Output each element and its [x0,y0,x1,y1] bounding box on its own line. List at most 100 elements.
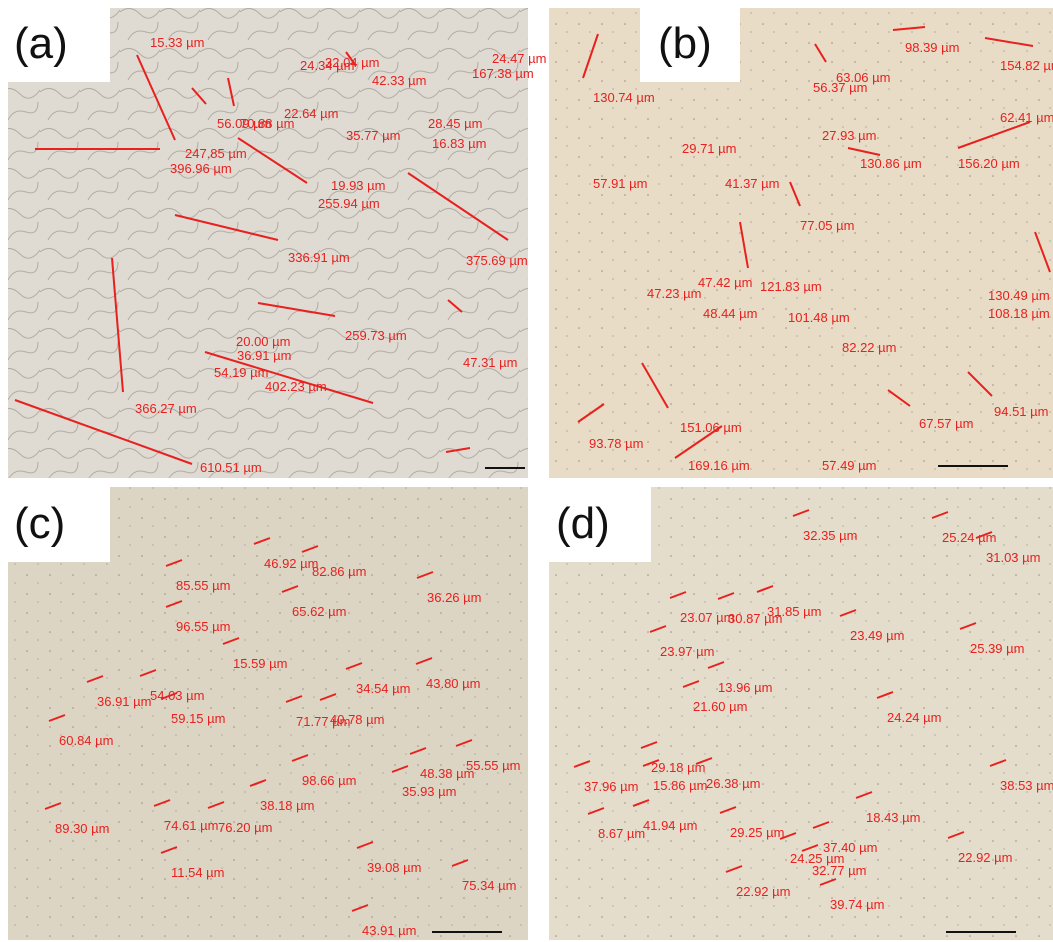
measurement-label: 24.47 µm [492,51,546,66]
measurement-label: 36.91 µm [97,694,151,709]
measurement-label: 101.48 µm [788,310,850,325]
measurement-label: 23.97 µm [660,644,714,659]
measurement-label: 8.67 µm [598,826,645,841]
measurement-label: 22.64 µm [284,106,338,121]
measurement-label: 32.35 µm [803,528,857,543]
measurement-label: 98.66 µm [302,773,356,788]
measurement-label: 47.42 µm [698,275,752,290]
panel-label: (d) [556,499,610,548]
measurement-label: 41.37 µm [725,176,779,191]
measurement-label: 15.59 µm [233,656,287,671]
measurement-label: 29.18 µm [651,760,705,775]
measurement-label: 11.54 µm [171,865,225,880]
measurement-label: 54.19 µm [214,365,268,380]
measurement-label: 154.82 µm [1000,58,1053,73]
measurement-label: 37.96 µm [584,779,638,794]
measurement-label: 36.26 µm [427,590,481,605]
figure: (a)15.33 µm24.34 µm32.04 µm42.33 µm24.47… [0,0,1053,942]
measurement-label: 82.22 µm [842,340,896,355]
measurement-label: 156.20 µm [958,156,1020,171]
measurement-label: 336.91 µm [288,250,350,265]
measurement-label: 41.94 µm [643,818,697,833]
measurement-label: 38.53 µm [1000,778,1053,793]
measurement-label: 26.38 µm [706,776,760,791]
measurement-label: 36.91 µm [237,348,291,363]
measurement-label: 43.91 µm [362,923,416,938]
measurement-label: 121.83 µm [760,279,822,294]
measurement-label: 15.33 µm [150,35,204,50]
measurement-label: 402.23 µm [265,379,327,394]
measurement-label: 108.18 µm [988,306,1050,321]
measurement-label: 47.31 µm [463,355,517,370]
measurement-label: 28.45 µm [428,116,482,131]
measurement-label: 23.49 µm [850,628,904,643]
measurement-label: 57.91 µm [593,176,647,191]
measurement-label: 396.96 µm [170,161,232,176]
measurement-label: 34.54 µm [356,681,410,696]
measurement-label: 255.94 µm [318,196,380,211]
measurement-label: 65.62 µm [292,604,346,619]
measurement-label: 55.55 µm [466,758,520,773]
panel-label: (b) [658,19,712,68]
measurement-label: 82.86 µm [312,564,366,579]
measurement-label: 35.77 µm [346,128,400,143]
measurement-label: 96.55 µm [176,619,230,634]
measurement-label: 29.25 µm [730,825,784,840]
panel-label: (a) [14,19,68,68]
measurement-label: 74.61 µm [164,818,218,833]
measurement-label: 93.78 µm [589,436,643,451]
measurement-label: 63.06 µm [836,70,890,85]
measurement-label: 43.80 µm [426,676,480,691]
measurement-label: 39.08 µm [367,860,421,875]
measurement-label: 89.30 µm [55,821,109,836]
measurement-label: 39.74 µm [830,897,884,912]
measurement-label: 32.77 µm [812,863,866,878]
measurement-label: 59.15 µm [171,711,225,726]
measurement-label: 62.41 µm [1000,110,1053,125]
measurement-label: 42.33 µm [372,73,426,88]
measurement-label: 366.27 µm [135,401,197,416]
measurement-label: 21.60 µm [693,699,747,714]
measurement-label: 40.78 µm [330,712,384,727]
measurement-label: 76.20 µm [218,820,272,835]
measurement-label: 32.04 µm [325,55,379,70]
measurement-label: 77.05 µm [800,218,854,233]
measurement-label: 259.73 µm [345,328,407,343]
measurement-label: 375.69 µm [466,253,528,268]
measurement-label: 38.18 µm [260,798,314,813]
measurement-label: 151.06 µm [680,420,742,435]
measurement-label: 13.96 µm [718,680,772,695]
measurement-label: 25.39 µm [970,641,1024,656]
measurement-label: 29.71 µm [682,141,736,156]
measurement-label: 25.24 µm [942,530,996,545]
measurement-label: 85.55 µm [176,578,230,593]
measurement-label: 169.16 µm [688,458,750,473]
measurement-label: 27.93 µm [822,128,876,143]
measurement-label: 167.38 µm [472,66,534,81]
measurement-label: 35.93 µm [402,784,456,799]
measurement-label: 31.85 µm [767,604,821,619]
measurement-label: 60.84 µm [59,733,113,748]
measurement-label: 31.03 µm [986,550,1040,565]
measurement-label: 67.57 µm [919,416,973,431]
measurement-label: 610.51 µm [200,460,262,475]
measurement-label: 46.92 µm [264,556,318,571]
measurement-label: 18.43 µm [866,810,920,825]
measurement-label: 23.07 µm [680,610,734,625]
measurement-label: 130.86 µm [860,156,922,171]
measurement-label: 15.86 µm [653,778,707,793]
measurement-label: 130.49 µm [988,288,1050,303]
measurement-label: 98.39 µm [905,40,959,55]
measurement-label: 16.83 µm [432,136,486,151]
measurement-label: 19.93 µm [331,178,385,193]
measurement-label: 47.23 µm [647,286,701,301]
measurement-label: 130.74 µm [593,90,655,105]
measurement-label: 57.49 µm [822,458,876,473]
measurement-label: 54.03 µm [150,688,204,703]
panel-backgrounds [8,8,1053,940]
measurement-label: 48.44 µm [703,306,757,321]
measurement-label: 94.51 µm [994,404,1048,419]
measurement-label: 22.92 µm [958,850,1012,865]
measurement-label: 75.34 µm [462,878,516,893]
measurement-label: 24.24 µm [887,710,941,725]
